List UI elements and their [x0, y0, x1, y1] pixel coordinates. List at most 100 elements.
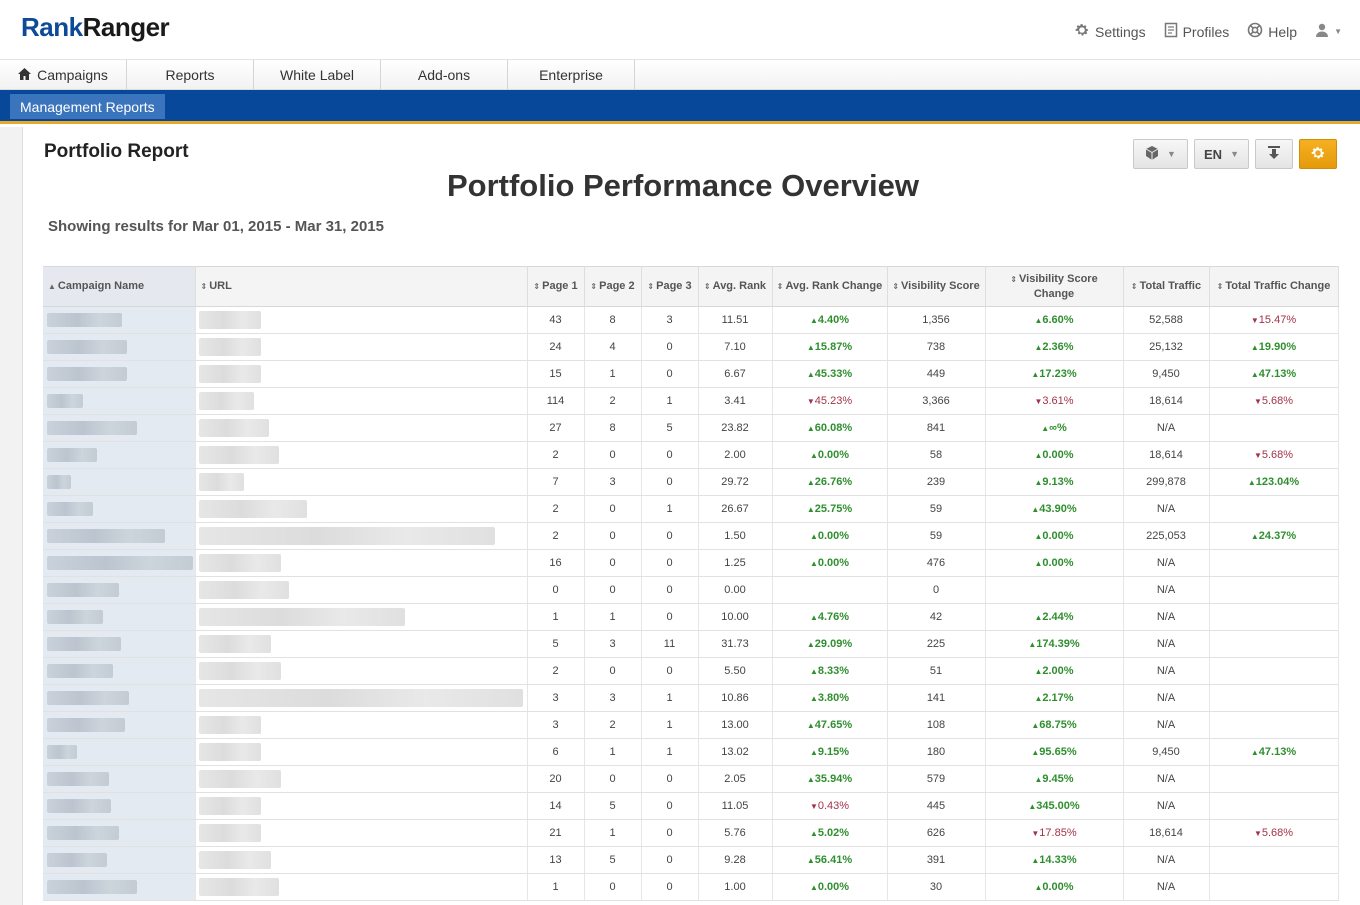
table-row[interactable]: 0 0 0 0.00 0 N/A [43, 576, 1339, 604]
visibility-score-cell: 626 [887, 819, 986, 847]
change-value: 2.36% [1042, 341, 1074, 353]
page-1-cell: 27 [527, 414, 585, 442]
page-title: Portfolio Report [44, 141, 189, 162]
table-row[interactable]: 1 0 0 1.00 ▲0.00% 30 ▲0.00% N/A [43, 873, 1339, 901]
change-value: 9.15% [817, 746, 850, 758]
table-row[interactable]: 2 0 0 1.50 ▲0.00% 59 ▲0.00% 225,053 ▲24.37% [43, 522, 1339, 550]
avg-rank-cell: 23.82 [698, 414, 773, 442]
campaign-name-cell[interactable] [43, 441, 196, 469]
redacted-url [198, 878, 279, 896]
avg-rank-change-cell: ▲45.33% [772, 360, 888, 388]
user-menu[interactable]: ▼ [1315, 23, 1342, 40]
page-3-cell: 0 [641, 522, 699, 550]
arrow-up-icon: ▲ [806, 505, 815, 514]
campaign-name-cell[interactable] [43, 846, 196, 874]
tab-add-ons[interactable]: Add-ons [381, 60, 508, 90]
caret-down-icon: ▼ [1230, 149, 1239, 159]
table-row[interactable]: 24 4 0 7.10 ▲15.87% 738 ▲2.36% 25,132 ▲19.90% [43, 333, 1339, 361]
avg-rank-change-cell: ▲0.00% [772, 549, 888, 577]
arrow-down-icon: ▼ [1250, 316, 1259, 325]
table-row[interactable]: 6 1 1 13.02 ▲9.15% 180 ▲95.65% 9,450 ▲47.13% [43, 738, 1339, 766]
download-button[interactable] [1255, 139, 1293, 169]
col-header-total-traffic-change[interactable]: ⇕ Total Traffic Change [1209, 266, 1339, 307]
table-row[interactable]: 21 1 0 5.76 ▲5.02% 626 ▼17.85% 18,614 ▼5.68% [43, 819, 1339, 847]
url-cell [195, 333, 528, 361]
table-row[interactable]: 3 3 1 10.86 ▲3.80% 141 ▲2.17% N/A [43, 684, 1339, 712]
col-header-page-1[interactable]: ⇕ Page 1 [527, 266, 585, 307]
page-2-cell: 0 [584, 441, 642, 469]
campaign-name-cell[interactable] [43, 765, 196, 793]
campaign-name-cell[interactable] [43, 414, 196, 442]
page-2-cell: 0 [584, 522, 642, 550]
table-row[interactable]: 14 5 0 11.05 ▼0.43% 445 ▲345.00% N/A [43, 792, 1339, 820]
arrow-up-icon: ▲ [809, 532, 818, 541]
visibility-score-cell: 579 [887, 765, 986, 793]
table-row[interactable]: 1 1 0 10.00 ▲4.76% 42 ▲2.44% N/A [43, 603, 1339, 631]
help-link[interactable]: Help [1247, 22, 1297, 41]
language-dropdown[interactable]: EN ▼ [1194, 139, 1249, 169]
campaign-name-cell[interactable] [43, 360, 196, 388]
campaign-name-cell[interactable] [43, 738, 196, 766]
arrow-up-icon: ▲ [806, 856, 815, 865]
table-row[interactable]: 5 3 11 31.73 ▲29.09% 225 ▲174.39% N/A [43, 630, 1339, 658]
tab-reports[interactable]: Reports [127, 60, 254, 90]
col-header-avg-rank[interactable]: ⇕ Avg. Rank [698, 266, 773, 307]
campaign-name-cell[interactable] [43, 576, 196, 604]
table-row[interactable]: 43 8 3 11.51 ▲4.40% 1,356 ▲6.60% 52,588 ▼15.47% [43, 306, 1339, 334]
change-value: 6.60% [1042, 314, 1074, 326]
table-row[interactable]: 16 0 0 1.25 ▲0.00% 476 ▲0.00% N/A [43, 549, 1339, 577]
col-header-url[interactable]: ⇕ URL [195, 266, 528, 307]
table-row[interactable]: 2 0 0 5.50 ▲8.33% 51 ▲2.00% N/A [43, 657, 1339, 685]
campaign-name-cell[interactable] [43, 630, 196, 658]
settings-button[interactable] [1299, 139, 1337, 169]
tab-enterprise[interactable]: Enterprise [508, 60, 635, 90]
col-header-page-2[interactable]: ⇕ Page 2 [584, 266, 642, 307]
avg-rank-cell: 29.72 [698, 468, 773, 496]
campaign-name-cell[interactable] [43, 684, 196, 712]
tab-white-label[interactable]: White Label [254, 60, 381, 90]
tab-campaigns[interactable]: Campaigns [0, 60, 127, 90]
col-header-visibility-score[interactable]: ⇕ Visibility Score [887, 266, 986, 307]
campaign-name-cell[interactable] [43, 711, 196, 739]
caret-down-icon: ▼ [1167, 149, 1176, 159]
campaign-name-cell[interactable] [43, 603, 196, 631]
col-header-campaign-name[interactable]: ▲ Campaign Name [43, 266, 196, 307]
profiles-link[interactable]: Profiles [1164, 22, 1229, 41]
tab-management-reports[interactable]: Management Reports [10, 94, 165, 119]
campaign-name-cell[interactable] [43, 873, 196, 901]
table-row[interactable]: 13 5 0 9.28 ▲56.41% 391 ▲14.33% N/A [43, 846, 1339, 874]
widgets-dropdown[interactable]: ▼ [1133, 139, 1188, 169]
visibility-score-cell: 445 [887, 792, 986, 820]
campaign-name-cell[interactable] [43, 333, 196, 361]
table-row[interactable]: 3 2 1 13.00 ▲47.65% 108 ▲68.75% N/A [43, 711, 1339, 739]
arrow-down-icon: ▼ [1031, 829, 1040, 838]
settings-link[interactable]: Settings [1074, 22, 1146, 41]
page-1-cell: 14 [527, 792, 585, 820]
table-row[interactable]: 2 0 1 26.67 ▲25.75% 59 ▲43.90% N/A [43, 495, 1339, 523]
table-row[interactable]: 114 2 1 3.41 ▼45.23% 3,366 ▼3.61% 18,614 ▼5.68% [43, 387, 1339, 415]
campaign-name-cell[interactable] [43, 468, 196, 496]
table-row[interactable]: 2 0 0 2.00 ▲0.00% 58 ▲0.00% 18,614 ▼5.68% [43, 441, 1339, 469]
rankranger-logo[interactable]: RankRanger [21, 12, 170, 42]
change-value: 0.00% [817, 449, 850, 461]
visibility-score-change-cell: ▲0.00% [985, 522, 1124, 550]
campaign-name-cell[interactable] [43, 657, 196, 685]
table-row[interactable]: 27 8 5 23.82 ▲60.08% 841 ▲∞% N/A [43, 414, 1339, 442]
col-header-total-traffic[interactable]: ⇕ Total Traffic [1123, 266, 1210, 307]
campaign-name-cell[interactable] [43, 387, 196, 415]
col-header-avg-rank-change[interactable]: ⇕ Avg. Rank Change [772, 266, 888, 307]
table-row[interactable]: 20 0 0 2.05 ▲35.94% 579 ▲9.45% N/A [43, 765, 1339, 793]
col-header-visibility-score-change[interactable]: ⇕ Visibility Score Change [985, 266, 1124, 307]
campaign-name-cell[interactable] [43, 792, 196, 820]
campaign-name-cell[interactable] [43, 522, 196, 550]
redacted-url [198, 446, 279, 464]
campaign-name-cell[interactable] [43, 306, 196, 334]
table-row[interactable]: 15 1 0 6.67 ▲45.33% 449 ▲17.23% 9,450 ▲47.13% [43, 360, 1339, 388]
table-row[interactable]: 7 3 0 29.72 ▲26.76% 239 ▲9.13% 299,878 ▲123.04% [43, 468, 1339, 496]
col-header-page-3[interactable]: ⇕ Page 3 [641, 266, 699, 307]
visibility-score-change-cell: ▲43.90% [985, 495, 1124, 523]
redacted-campaign-name [47, 313, 122, 327]
campaign-name-cell[interactable] [43, 549, 196, 577]
campaign-name-cell[interactable] [43, 819, 196, 847]
campaign-name-cell[interactable] [43, 495, 196, 523]
